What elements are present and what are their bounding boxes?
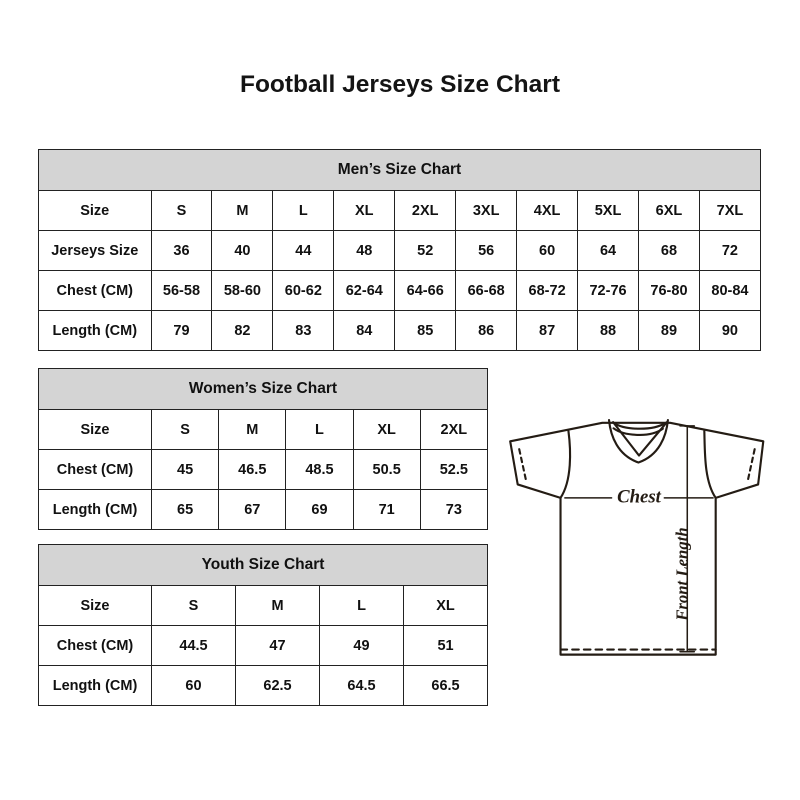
svg-text:Front Length: Front Length bbox=[672, 527, 691, 621]
svg-text:Chest: Chest bbox=[617, 487, 662, 508]
